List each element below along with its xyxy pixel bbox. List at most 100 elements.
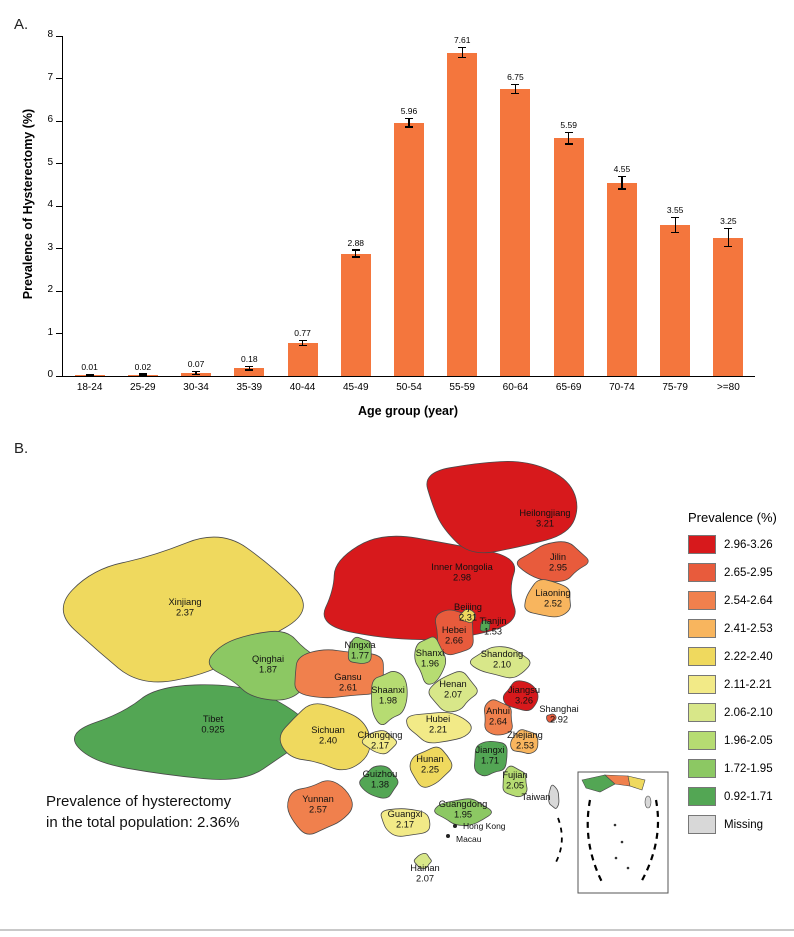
y-tick-mark [56,120,63,122]
province-hubei [406,711,472,744]
province-label-inner-mongolia: Inner Mongolia 2.98 [431,562,493,583]
bar-60-64 [500,89,531,376]
province-taiwan [548,784,560,809]
y-tick-mark [56,78,63,79]
legend-label: 2.54-2.64 [724,594,773,607]
province-label-hebei: Hebei 2.66 [442,625,466,646]
bar-45-49 [340,253,371,376]
legend-label: 0.92-1.71 [724,790,773,803]
province-label-hunan: Hunan 2.25 [416,754,443,775]
error-bar [727,229,729,247]
y-tick-mark [56,205,63,207]
bar-chart-plot: 0 1 2 3 4 5 6 7 8 0.01 18-24 0.02 25-29 0.07 30-34 0.18… [47,29,755,393]
province-label-chongqing: Chongqing 2.17 [358,730,403,751]
province-shanghai [546,713,557,723]
error-bar-cap-bottom [192,373,201,375]
legend-item-2-41-2-53: 2.41-2.53 [688,619,777,638]
panel-a-label: A. [14,16,29,33]
legend-item-0-92-1-71: 0.92-1.71 [688,787,777,806]
error-bar-cap-top [138,373,147,375]
error-bar-cap-bottom [245,369,254,371]
bar-70-74 [606,182,637,376]
province-shaanxi [371,671,408,725]
legend-item-2-06-2-10: 2.06-2.10 [688,703,777,722]
china-choropleth-map: Xinjiang 2.37 Tibet 0.925 Inner Mongolia 2.98… [62,461,669,894]
error-bar-cap-top [85,373,94,376]
province-shanxi [414,636,447,685]
south-china-sea-inset [577,771,669,894]
province-ningxia [347,636,372,664]
y-tick-mark [56,163,63,164]
province-label-gansu: Gansu 2.61 [334,672,361,693]
bar-value-label: 5.59 [560,120,577,131]
legend-label: 2.22-2.40 [724,650,773,663]
bar-value-label: 4.55 [613,163,631,174]
province-guangdong [434,798,492,826]
x-tick-label: 70-74 [609,382,635,393]
legend-item-1-72-1-95: 1.72-1.95 [688,759,777,778]
bar-value-label: 6.75 [507,71,524,82]
province-label-hubei: Hubei 2.21 [426,714,450,735]
x-tick-label: 40-44 [289,382,316,393]
error-bar-cap-bottom [405,126,413,128]
y-tick-label: 2 [47,284,53,295]
province-label-shandong: Shandong 2.10 [481,649,523,670]
x-tick-label: 45-49 [342,382,369,393]
legend-label: 2.11-2.21 [724,678,772,691]
error-bar-cap-bottom [458,56,467,58]
error-bar [355,250,357,257]
province-label-shanxi: Shanxi 1.96 [416,648,444,669]
province-label-taiwan: Taiwan [522,792,551,802]
error-bar [461,48,463,57]
bar-value-label: 0.18 [241,354,258,365]
error-bar-cap-top [617,175,626,177]
map-legend: Prevalence (%) 2.96-3.26 2.65-2.95 2.54-2.… [688,510,777,843]
legend-swatch [688,591,716,610]
province-label-liaoning: Liaoning 2.52 [535,588,570,609]
y-tick-label: 6 [47,114,53,125]
bar-value-label: 0.02 [134,361,152,372]
y-tick-label: 4 [47,199,53,210]
error-bar-cap-bottom [298,345,307,347]
y-tick-mark [56,290,63,292]
x-tick-label: 25-29 [130,382,156,393]
province-label-jiangxi: Jiangxi 1.71 [476,745,505,766]
error-bar-cap-top [351,249,360,251]
y-tick-label: 0 [47,369,53,380]
city-label-hong-kong: Hong Kong [463,821,506,831]
province-label-shaanxi: Shaanxi 1.98 [371,685,405,706]
map-annotation-line1: Prevalence of hysterectomy [46,793,232,810]
province-label-shanghai: Shanghai 2.92 [539,704,578,725]
province-label-fujian: Fujian 2.05 [502,770,527,791]
error-bar-cap-bottom [351,256,360,258]
legend-swatch [688,703,716,722]
legend-item-2-96-3-26: 2.96-3.26 [688,535,777,554]
province-label-beijing: Beijing 2.31 [454,602,482,623]
province-hainan [413,852,432,869]
x-tick-label: 60-64 [502,382,529,393]
province-hunan [409,746,453,788]
province-label-qinghai: Qinghai 1.87 [252,654,284,675]
legend-title: Prevalence (%) [688,510,777,525]
province-label-henan: Henan 2.07 [439,679,466,700]
bar-value-label: 0.77 [294,328,311,339]
y-tick-mark [56,375,63,377]
legend-label: 2.65-2.95 [724,566,773,579]
error-bar-cap-bottom [617,188,626,190]
bar-value-label: 7.61 [453,35,471,46]
error-bar [568,133,570,144]
bar-value-label: 0.01 [81,362,98,373]
bar--80 [713,237,744,376]
y-tick-mark [56,35,63,37]
province-henan [428,671,478,713]
y-tick-label: 3 [47,241,53,253]
error-bar [621,176,623,189]
province-label-guizhou: Guizhou 1.38 [363,769,398,790]
error-bar-cap-top [405,117,413,119]
bottom-divider [0,929,794,931]
x-tick-label: >=80 [716,382,740,393]
legend-item-1-96-2-05: 1.96-2.05 [688,731,777,750]
province-fujian [502,765,528,798]
error-bar [408,118,410,127]
